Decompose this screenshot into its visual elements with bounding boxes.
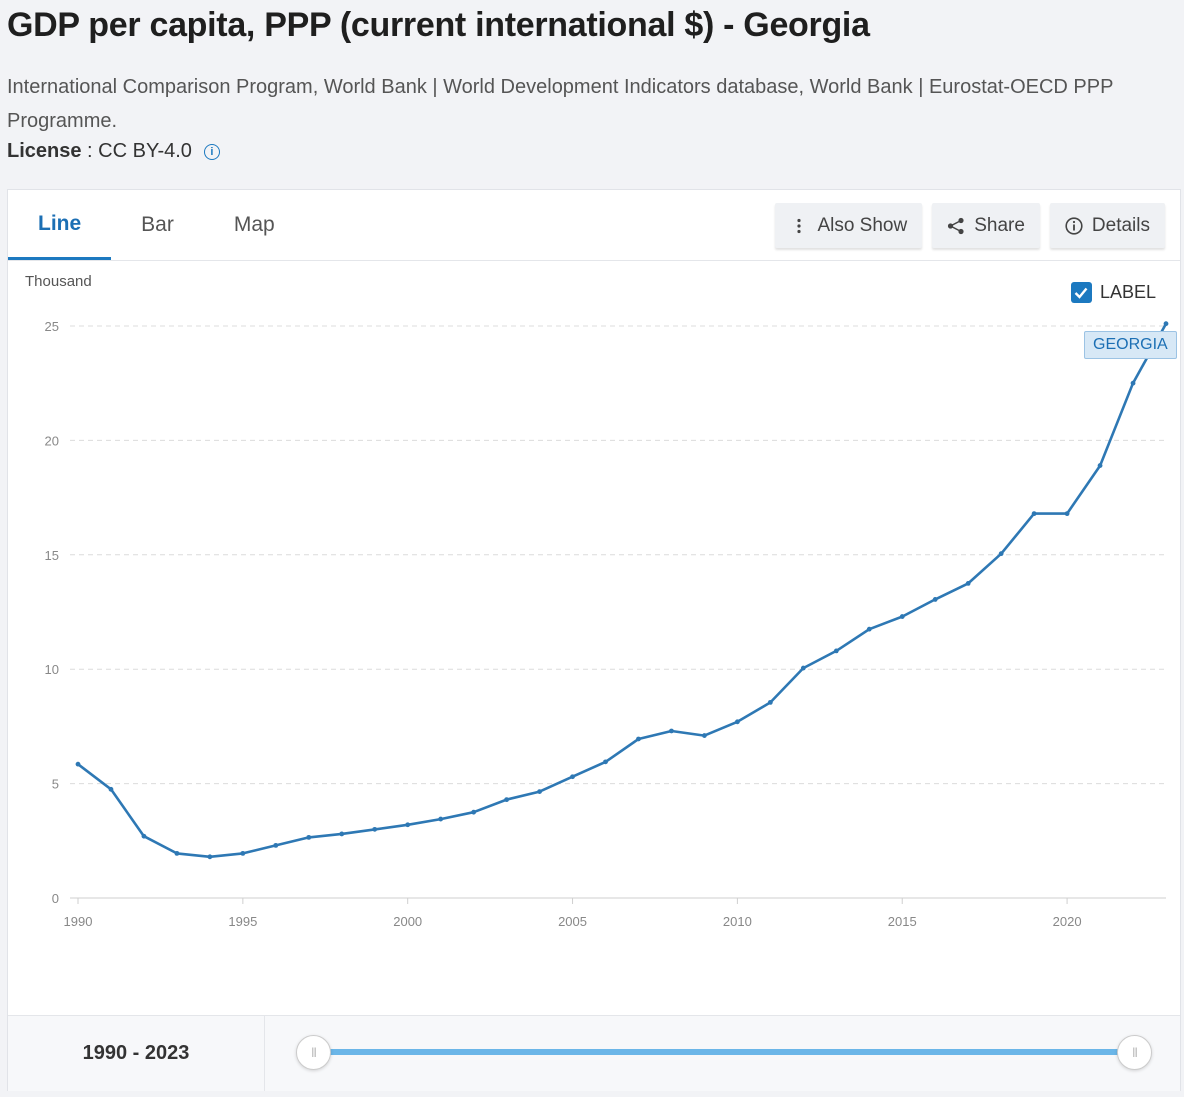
- data-point-2021: [1097, 463, 1103, 468]
- also-show-button[interactable]: Also Show: [775, 203, 923, 248]
- share-button[interactable]: Share: [932, 203, 1040, 248]
- data-point-2012: [800, 665, 806, 671]
- chart-type-tabs: Line Bar Map: [8, 190, 305, 260]
- x-tick-label-2000: 2000: [393, 914, 422, 929]
- x-tick-label-2015: 2015: [888, 914, 917, 929]
- line-chart: 0 5 10 15 20 25 1990 1995 2000 2005 2010 2015 2020: [45, 319, 1169, 929]
- chart-actions: Also Show Share Details: [775, 203, 1165, 248]
- label-toggle-text: LABEL: [1099, 282, 1156, 302]
- more-vertical-icon: [790, 217, 808, 235]
- data-point-1993: [174, 850, 180, 856]
- tab-bar[interactable]: Bar: [141, 213, 174, 236]
- data-point-1999: [372, 826, 378, 832]
- license-value: CC BY-4.0: [98, 140, 192, 162]
- details-button[interactable]: Details: [1049, 203, 1165, 248]
- data-point-2018: [998, 551, 1004, 557]
- label-toggle[interactable]: LABEL: [1070, 282, 1156, 303]
- x-tick-label-1990: 1990: [64, 914, 93, 929]
- data-point-2009: [702, 733, 707, 738]
- data-point-1991: [108, 786, 114, 792]
- series-line-georgia: [77, 323, 1168, 859]
- year-range-label: 1990 - 2023: [8, 1016, 265, 1091]
- license-label: License: [7, 140, 82, 162]
- data-point-2015: [899, 614, 905, 619]
- data-point-2020: [1064, 511, 1070, 517]
- y-tick-label-0: 0: [52, 891, 59, 906]
- tab-map[interactable]: Map: [233, 213, 275, 236]
- data-point-2017: [965, 581, 971, 586]
- info-circle-icon: [1065, 216, 1083, 235]
- info-icon[interactable]: i: [203, 143, 220, 160]
- x-tick-label-2020: 2020: [1053, 914, 1082, 929]
- y-tick-label-10: 10: [45, 662, 59, 677]
- tab-line[interactable]: Line: [8, 190, 112, 260]
- slider-handle-end[interactable]: |||: [1117, 1035, 1152, 1070]
- share-label: Share: [974, 214, 1025, 236]
- x-tick-label-2005: 2005: [558, 914, 587, 929]
- year-range-slider-track[interactable]: [314, 1049, 1134, 1055]
- data-point-1990: [75, 761, 81, 767]
- data-point-2008: [669, 728, 674, 734]
- y-tick-label-20: 20: [45, 433, 59, 448]
- details-label: Details: [1091, 214, 1150, 236]
- data-point-2013: [833, 648, 839, 654]
- y-axis-unit-label: Thousand: [25, 273, 92, 290]
- data-point-2005: [570, 774, 575, 780]
- data-point-2010: [734, 719, 740, 725]
- series-label-georgia: GEORGIA: [1084, 330, 1177, 359]
- page-title: GDP per capita, PPP (current internation…: [7, 6, 870, 44]
- license-separator: :: [81, 140, 99, 162]
- data-point-2004: [537, 789, 542, 795]
- data-point-2000: [405, 822, 411, 828]
- license-line: License : CC BY-4.0 i: [7, 140, 220, 163]
- data-point-1992: [141, 833, 147, 839]
- share-icon: [947, 217, 965, 235]
- x-tick-label-1995: 1995: [228, 914, 257, 929]
- data-point-2016: [932, 597, 938, 602]
- data-point-2001: [438, 816, 444, 822]
- data-point-1998: [339, 831, 345, 837]
- tabs-divider: [8, 260, 1180, 261]
- data-point-2006: [603, 759, 608, 765]
- also-show-label: Also Show: [817, 214, 908, 236]
- y-tick-label-25: 25: [45, 319, 59, 334]
- time-range-footer: 1990 - 2023 ||| |||: [8, 1015, 1180, 1091]
- data-point-2002: [471, 809, 477, 815]
- data-point-1994: [207, 854, 213, 860]
- label-checkbox[interactable]: [1070, 282, 1092, 303]
- data-point-1996: [273, 842, 279, 848]
- data-point-2023: [1163, 321, 1169, 327]
- data-point-2019: [1031, 511, 1037, 517]
- data-point-2011: [767, 699, 773, 705]
- data-point-2007: [636, 736, 641, 742]
- chart-panel: Line Bar Map Also Show Share Details Tho…: [7, 189, 1181, 1091]
- data-point-2003: [504, 797, 510, 803]
- slider-handle-start[interactable]: |||: [296, 1035, 331, 1070]
- data-point-2014: [866, 626, 872, 632]
- y-tick-label-15: 15: [45, 548, 59, 563]
- data-sources: International Comparison Program, World …: [7, 76, 1114, 132]
- x-tick-label-2010: 2010: [723, 914, 752, 929]
- data-point-1997: [306, 834, 312, 840]
- y-tick-label-5: 5: [52, 777, 59, 792]
- data-point-2022: [1130, 380, 1136, 386]
- data-point-1995: [240, 850, 246, 856]
